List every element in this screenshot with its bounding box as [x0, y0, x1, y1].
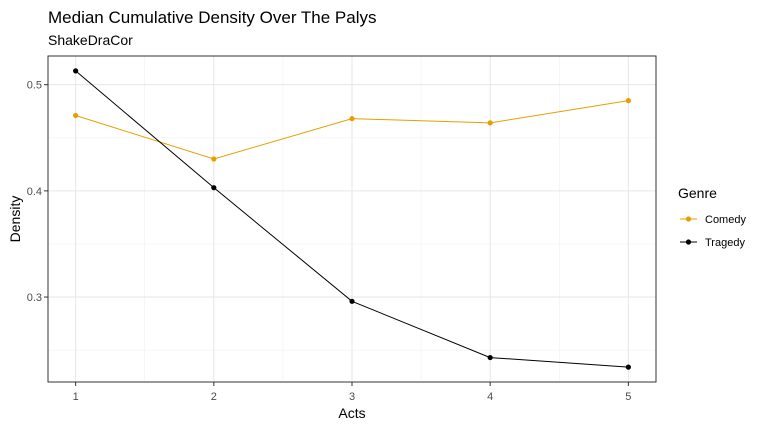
comedy-point	[487, 120, 493, 126]
tragedy-point	[73, 68, 79, 74]
comedy-point	[73, 112, 79, 119]
y-tick-label: 0.5	[27, 80, 42, 92]
legend-key-point-comedy	[685, 216, 692, 222]
legend: Genre Comedy Tragedy	[678, 185, 746, 249]
tragedy-point	[625, 364, 631, 370]
series-layer	[73, 68, 631, 370]
legend-label-comedy: Comedy	[705, 214, 746, 226]
chart-title: Median Cumulative Density Over The Palys	[48, 8, 377, 27]
tragedy-point	[349, 298, 355, 304]
x-tick-label: 3	[349, 391, 355, 403]
x-axis: 1 2 3 4 5	[73, 382, 631, 403]
y-tick-label: 0.3	[27, 292, 42, 304]
tragedy-point	[487, 354, 493, 361]
chart-subtitle: ShakeDraCor	[48, 32, 133, 48]
y-axis-title: Density	[7, 196, 23, 243]
comedy-point	[211, 156, 217, 162]
legend-title: Genre	[678, 185, 717, 201]
comedy-point	[349, 116, 355, 122]
comedy-point	[625, 97, 631, 104]
x-tick-label: 2	[211, 391, 217, 403]
grid-lines	[48, 56, 656, 382]
legend-key-point-tragedy	[685, 239, 692, 245]
y-tick-label: 0.4	[27, 186, 42, 198]
x-axis-title: Acts	[338, 405, 365, 421]
y-axis: 0.3 0.4 0.5	[27, 80, 48, 304]
tragedy-point	[211, 185, 217, 191]
legend-label-tragedy: Tragedy	[705, 237, 745, 249]
x-tick-label: 1	[73, 391, 79, 403]
x-tick-label: 5	[625, 391, 631, 403]
x-tick-label: 4	[487, 391, 493, 403]
